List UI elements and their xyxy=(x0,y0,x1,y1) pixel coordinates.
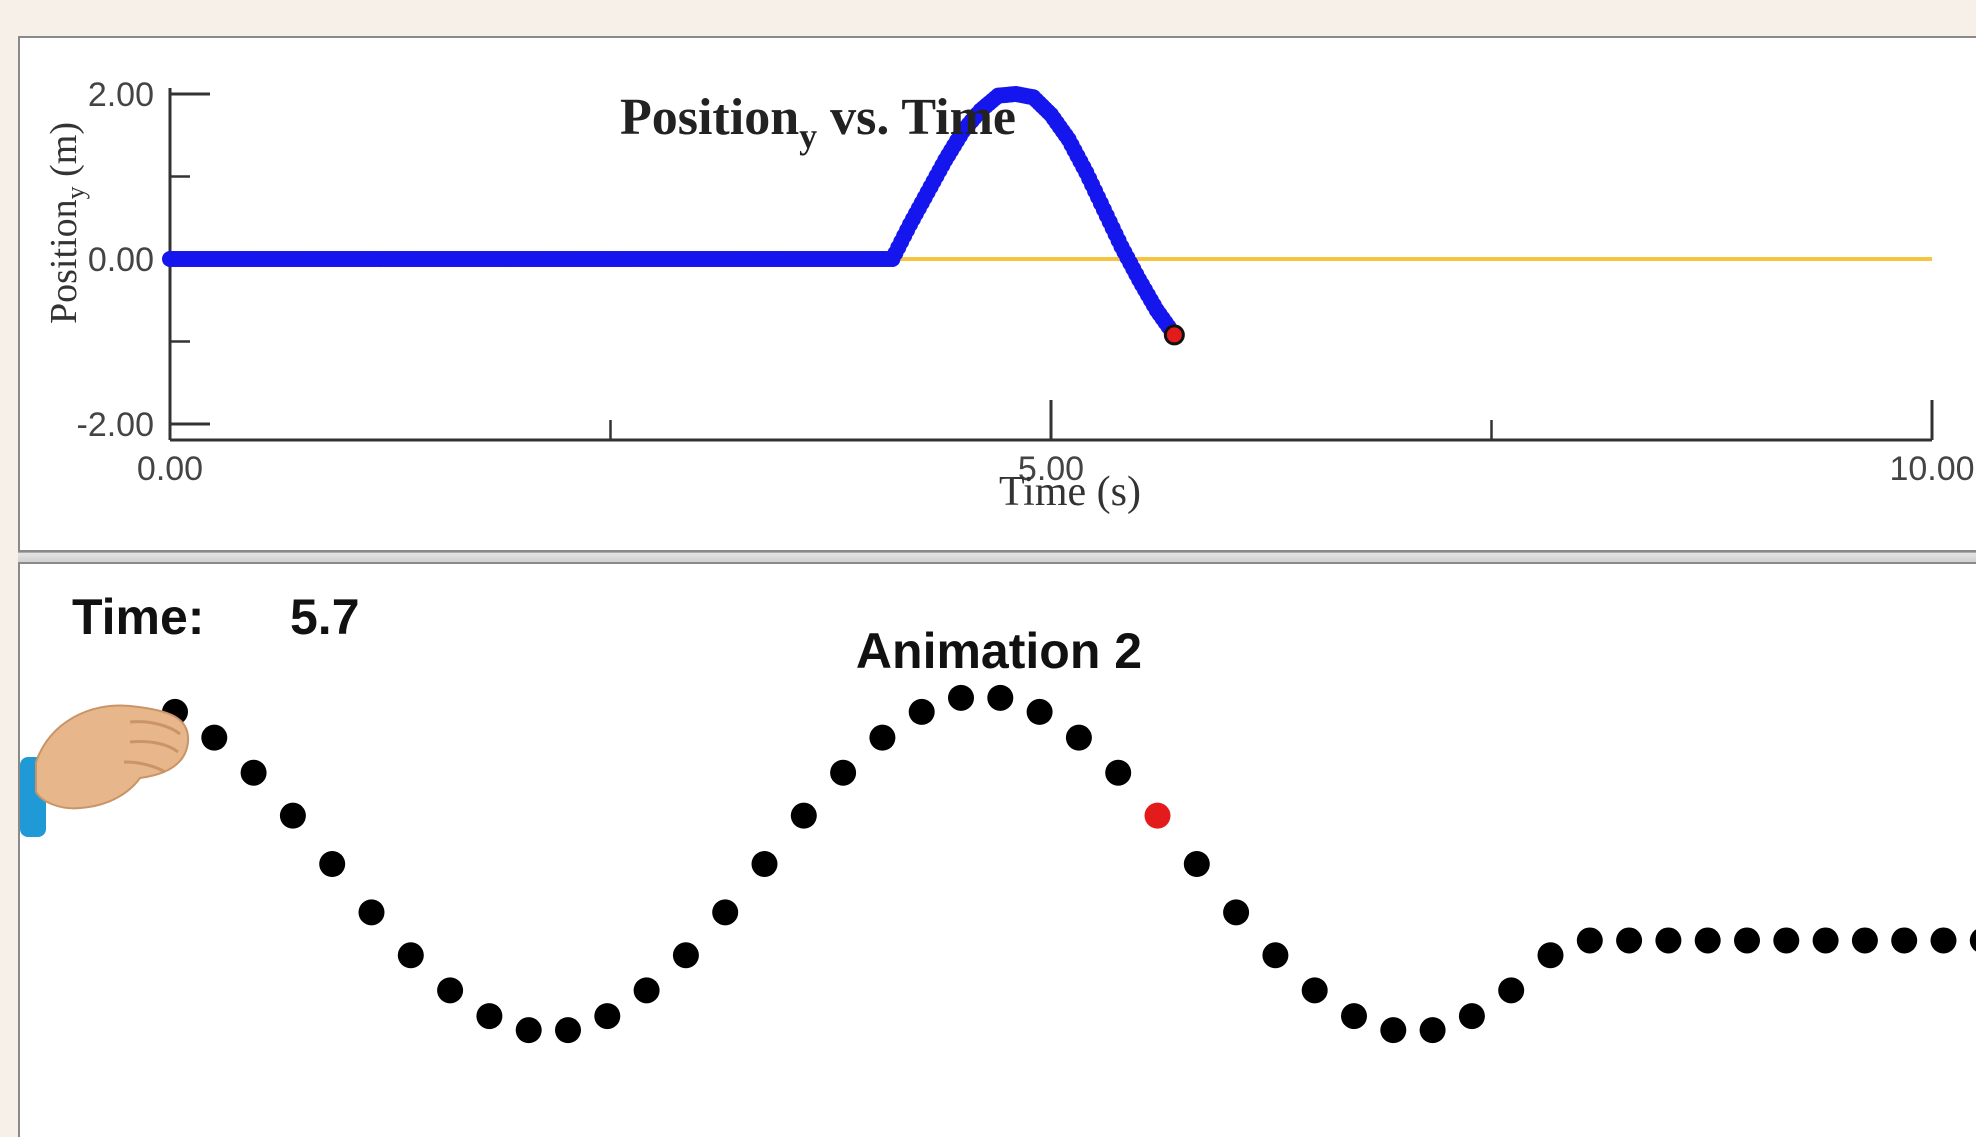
animation-panel: Time: 5.7 Animation 2 xyxy=(18,562,1976,1137)
rope-bead xyxy=(1655,927,1682,954)
rope-bead xyxy=(790,802,817,829)
rope-bead xyxy=(869,724,896,751)
y-tick-label: 0.00 xyxy=(88,241,154,279)
rope-bead xyxy=(1498,977,1525,1004)
rope-bead xyxy=(1616,927,1643,954)
time-label: Time: xyxy=(72,589,205,645)
x-tick-label: 10.00 xyxy=(1889,450,1974,488)
rope-bead xyxy=(437,977,464,1004)
rope-bead xyxy=(1969,929,1976,952)
rope-bead xyxy=(751,851,778,877)
rope-bead xyxy=(1065,724,1092,751)
graph-title-main: Position xyxy=(620,89,799,146)
rope-bead xyxy=(1380,1017,1407,1044)
current-point-marker xyxy=(1163,324,1185,346)
rope-bead xyxy=(1891,927,1918,954)
rope-bead xyxy=(279,802,306,829)
rope-bead xyxy=(476,1003,503,1030)
x-tick-label: 5.00 xyxy=(1018,450,1084,488)
rope-bead xyxy=(319,851,346,877)
rope-bead xyxy=(987,684,1014,711)
graph-title-rest: vs. Time xyxy=(817,89,1016,146)
hand-icon xyxy=(20,704,190,837)
current-bead xyxy=(1144,802,1171,829)
rope-bead xyxy=(1223,899,1250,926)
rope-bead xyxy=(1458,1003,1485,1030)
rope-bead xyxy=(1576,927,1603,954)
rope-bead xyxy=(1851,927,1878,954)
rope-bead xyxy=(240,759,267,786)
rope-bead xyxy=(358,899,385,926)
graph-title: Positiony vs. Time xyxy=(620,89,1016,156)
time-value: 5.7 xyxy=(290,589,360,645)
rope-bead xyxy=(555,1017,581,1044)
graph-panel: -2.00 0.00 2.00 0.00 5.00 10.00 Positiony vs.… xyxy=(18,36,1976,552)
rope-bead xyxy=(672,942,699,969)
rope-bead xyxy=(1301,977,1328,1004)
y-axis-label-rest: (m) xyxy=(43,122,85,186)
rope-bead xyxy=(1183,851,1210,877)
rope-bead xyxy=(1262,942,1289,969)
graph-title-subscript: y xyxy=(799,116,817,156)
animation-title: Animation 2 xyxy=(855,623,1143,679)
rope-bead xyxy=(1026,698,1053,725)
position-vs-time-graph: -2.000.002.000.00 5.00 10.00 Positiony vs.… xyxy=(43,76,1975,515)
y-tick-label: 2.00 xyxy=(88,76,154,114)
rope-bead xyxy=(908,698,935,725)
rope-bead xyxy=(397,942,424,969)
rope-bead xyxy=(1105,759,1132,786)
rope-bead xyxy=(1419,1017,1446,1044)
rope-bead xyxy=(633,977,660,1004)
rope-bead xyxy=(515,1017,542,1044)
rope-bead xyxy=(1930,927,1957,954)
rope-bead xyxy=(1734,927,1760,954)
x-tick-label: 0.00 xyxy=(137,450,203,488)
rope-bead xyxy=(712,899,739,926)
rope-bead xyxy=(1812,927,1839,954)
rope-bead xyxy=(1773,927,1800,954)
rope-bead xyxy=(830,759,857,786)
y-axis-label-subscript: y xyxy=(61,186,90,199)
rope-bead xyxy=(1341,1003,1367,1030)
rope-bead xyxy=(594,1003,621,1030)
rope-bead xyxy=(948,684,974,711)
y-tick-label: -2.00 xyxy=(77,406,155,444)
y-axis-label: Positiony (m) xyxy=(43,122,90,324)
x-axis-label: Time (s) xyxy=(999,469,1141,515)
panel-separator xyxy=(18,552,1976,563)
rope-bead xyxy=(201,724,228,751)
y-axis-label-main: Position xyxy=(43,199,85,324)
rope-bead xyxy=(1694,927,1721,954)
rope-bead xyxy=(1537,942,1564,969)
